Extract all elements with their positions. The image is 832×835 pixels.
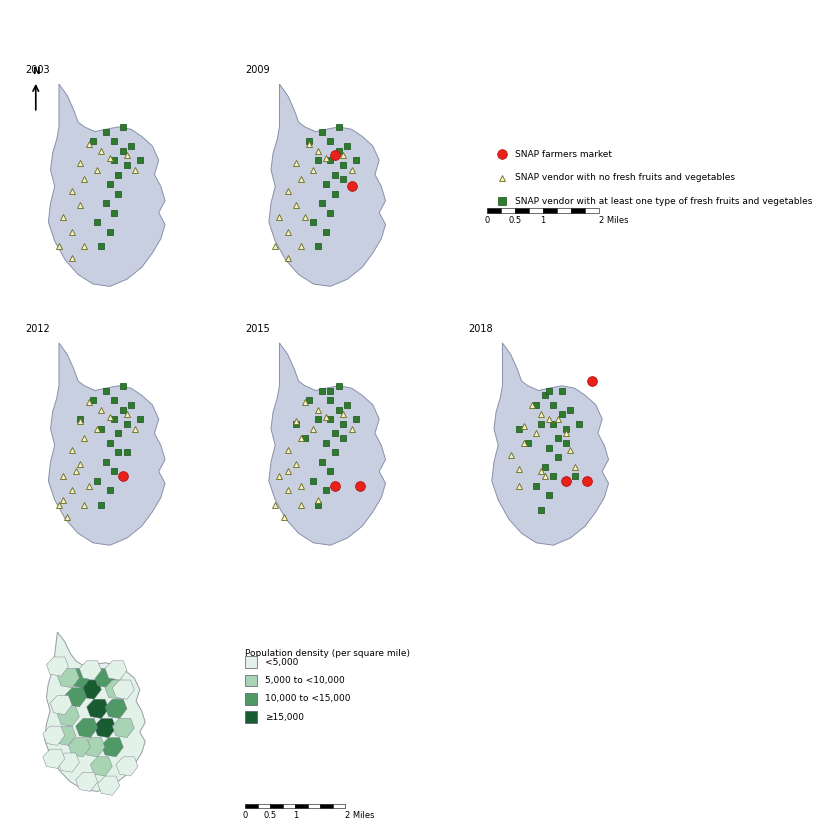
Bar — [245, 675, 257, 686]
Polygon shape — [112, 680, 134, 699]
Text: 0.5: 0.5 — [508, 215, 522, 225]
Polygon shape — [68, 737, 91, 757]
Text: Population density (per square mile): Population density (per square mile) — [245, 649, 410, 658]
Text: 2 Miles: 2 Miles — [345, 811, 374, 820]
Text: 2018: 2018 — [468, 324, 493, 334]
Bar — [529, 209, 543, 213]
Text: N: N — [32, 67, 40, 76]
Polygon shape — [76, 718, 97, 737]
Polygon shape — [269, 84, 385, 286]
Bar — [295, 804, 308, 808]
Bar — [258, 804, 270, 808]
Bar — [283, 804, 295, 808]
Polygon shape — [269, 343, 385, 545]
Text: ≥15,000: ≥15,000 — [265, 713, 305, 721]
Bar — [515, 209, 529, 213]
Text: SNAP vendor with at least one type of fresh fruits and vegetables: SNAP vendor with at least one type of fr… — [515, 197, 812, 205]
Text: 2015: 2015 — [245, 324, 270, 334]
Bar — [270, 804, 283, 808]
Bar — [571, 209, 585, 213]
Bar — [245, 804, 258, 808]
Polygon shape — [68, 669, 91, 688]
Polygon shape — [65, 688, 87, 707]
Polygon shape — [116, 757, 138, 776]
Bar — [585, 209, 599, 213]
Bar — [245, 711, 257, 723]
Polygon shape — [94, 669, 116, 688]
Text: SNAP farmers market: SNAP farmers market — [515, 150, 612, 159]
Text: 0.5: 0.5 — [264, 811, 277, 820]
Polygon shape — [105, 699, 127, 718]
Text: 5,000 to <10,000: 5,000 to <10,000 — [265, 676, 345, 685]
Text: 10,000 to <15,000: 10,000 to <15,000 — [265, 695, 351, 703]
Bar — [308, 804, 320, 808]
Bar — [320, 804, 333, 808]
Polygon shape — [57, 707, 79, 726]
Polygon shape — [83, 737, 105, 757]
Polygon shape — [105, 680, 127, 699]
Bar — [245, 693, 257, 705]
Polygon shape — [87, 699, 109, 718]
Polygon shape — [47, 657, 68, 676]
Polygon shape — [102, 737, 123, 757]
Polygon shape — [76, 772, 97, 792]
Bar — [245, 656, 257, 668]
Polygon shape — [492, 343, 608, 545]
Text: 1: 1 — [293, 811, 298, 820]
Polygon shape — [57, 669, 79, 688]
Polygon shape — [79, 660, 102, 680]
Bar — [487, 209, 501, 213]
Polygon shape — [112, 718, 134, 737]
Bar — [543, 209, 557, 213]
Polygon shape — [79, 680, 102, 699]
Polygon shape — [42, 726, 65, 746]
Polygon shape — [97, 776, 120, 795]
Text: 0: 0 — [484, 215, 489, 225]
Polygon shape — [48, 84, 165, 286]
Bar — [557, 209, 571, 213]
Polygon shape — [50, 696, 72, 715]
Polygon shape — [54, 726, 76, 746]
Text: 2012: 2012 — [25, 324, 50, 334]
Text: 1: 1 — [540, 215, 546, 225]
Polygon shape — [48, 343, 165, 545]
Bar — [333, 804, 345, 808]
Text: <5,000: <5,000 — [265, 658, 299, 666]
Polygon shape — [91, 757, 112, 776]
Polygon shape — [94, 718, 116, 737]
Text: 2003: 2003 — [25, 65, 50, 75]
Text: SNAP vendor with no fresh fruits and vegetables: SNAP vendor with no fresh fruits and veg… — [515, 174, 735, 182]
Polygon shape — [42, 749, 65, 768]
Text: 0: 0 — [243, 811, 248, 820]
Polygon shape — [105, 660, 127, 680]
Bar — [501, 209, 515, 213]
Polygon shape — [57, 753, 79, 772]
Text: 2009: 2009 — [245, 65, 270, 75]
Text: 2 Miles: 2 Miles — [599, 215, 628, 225]
Polygon shape — [45, 632, 146, 792]
